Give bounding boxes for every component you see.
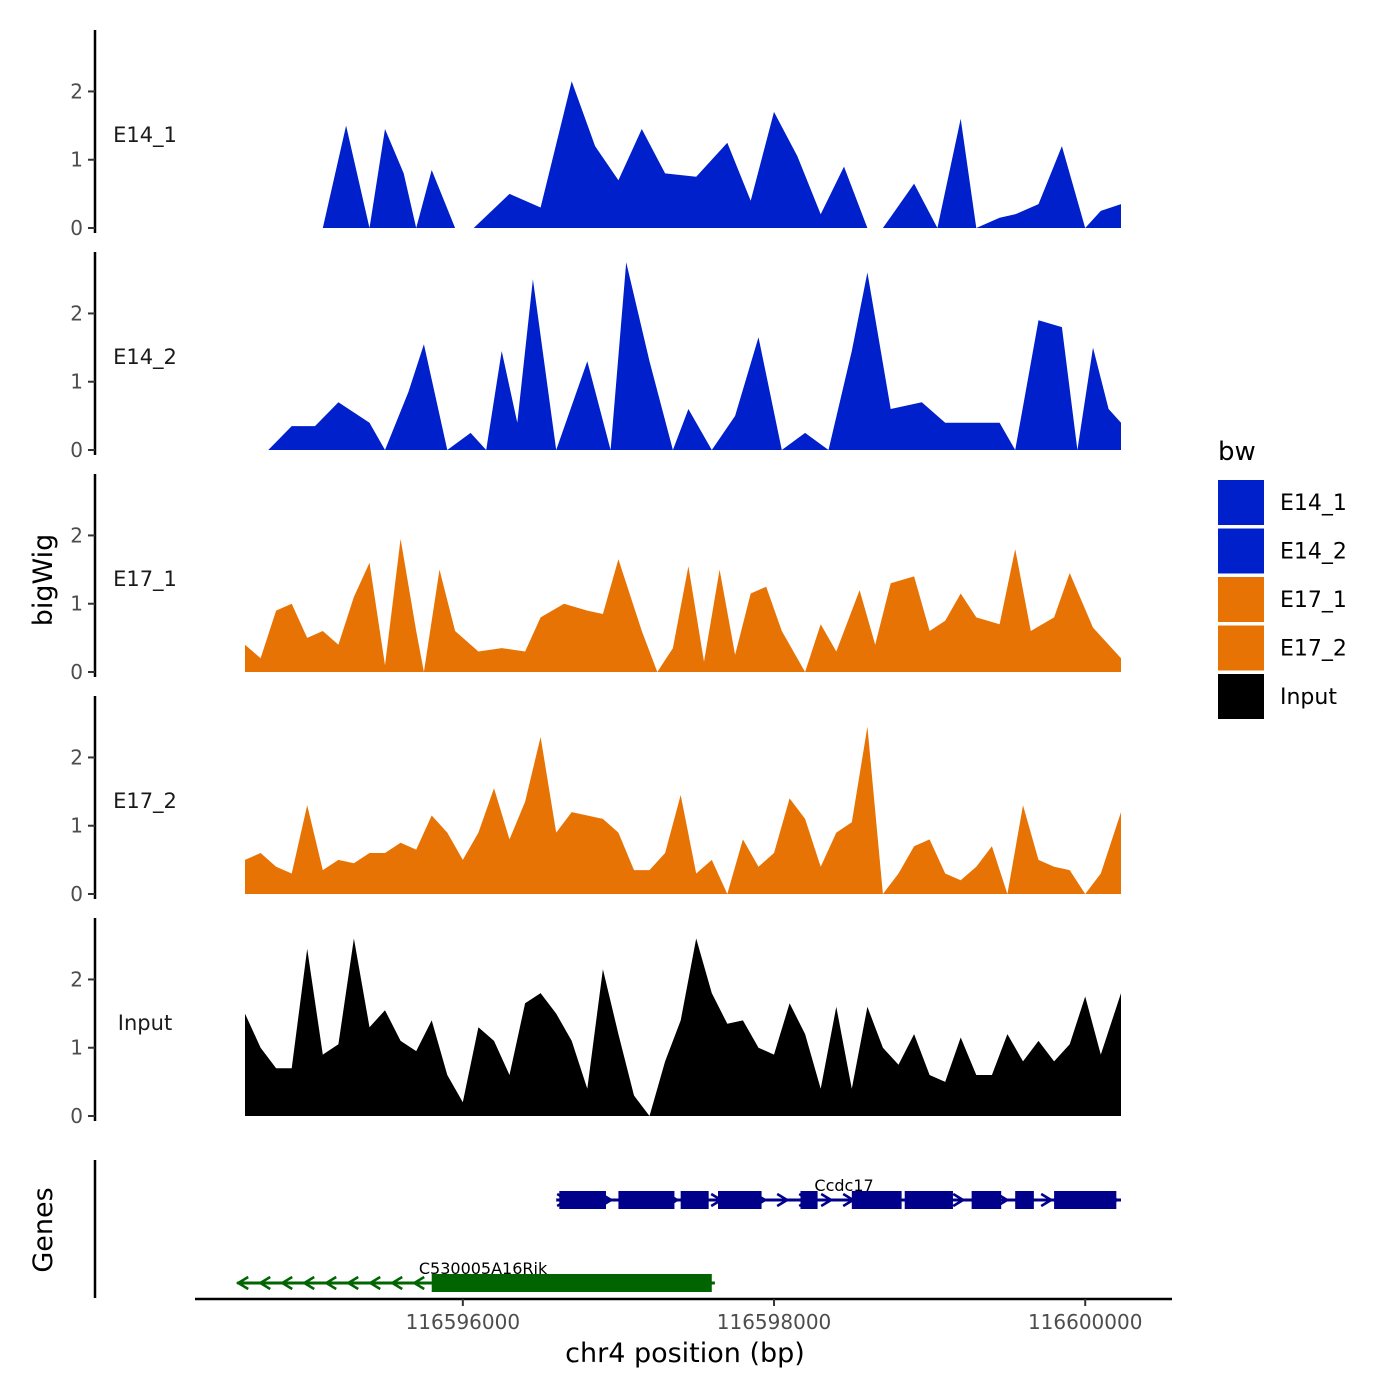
y-tick-label: 0	[70, 216, 83, 240]
gene-exon	[559, 1191, 606, 1209]
gene-exon	[1054, 1191, 1116, 1209]
y-tick-label: 1	[70, 1036, 83, 1060]
x-axis: 116596000 116598000 116600000 chr4 positio…	[195, 1299, 1172, 1369]
track-e17_1: 0 1 2 E17_1	[70, 474, 1121, 684]
track-label: E14_2	[113, 345, 177, 370]
y-tick-label: 0	[70, 660, 83, 684]
legend-title: bw	[1218, 437, 1256, 467]
x-tick-label: 116596000	[406, 1310, 521, 1334]
legend-item-e17_1: E17_1	[1218, 577, 1347, 622]
legend-swatch	[1218, 577, 1264, 622]
y-tick-label: 2	[70, 79, 83, 103]
signal-area-e17_1	[245, 539, 1121, 672]
track-e17_2: 0 1 2 E17_2	[70, 696, 1121, 906]
x-tick-label: 116600000	[1028, 1310, 1143, 1334]
y-tick-label: 0	[70, 882, 83, 906]
gene-exon	[618, 1191, 674, 1209]
y-tick-label: 0	[70, 1104, 83, 1128]
track-label: E17_1	[113, 567, 177, 592]
x-tick-label: 116598000	[717, 1310, 832, 1334]
y-axis-title-genes: Genes	[28, 1187, 59, 1272]
y-tick-label: 2	[70, 745, 83, 769]
track-e14_1: 0 1 2 E14_1	[70, 30, 1121, 240]
chart-canvas: 0 1 2 E14_1 0 1 2 E14_2 0 1 2 E17_1 0 1 2 E17_2 0 1 2 Input…	[0, 0, 1400, 1400]
track-label: Input	[118, 1011, 172, 1035]
y-tick-label: 0	[70, 438, 83, 462]
legend-item-e14_1: E14_1	[1218, 480, 1347, 525]
gene-exon	[1015, 1191, 1034, 1209]
legend-swatch	[1218, 626, 1264, 671]
legend-swatch	[1218, 480, 1264, 525]
track-input: 0 1 2 Input	[70, 918, 1121, 1128]
track-label: E14_1	[113, 123, 177, 148]
y-tick-label: 2	[70, 967, 83, 991]
y-tick-label: 2	[70, 301, 83, 325]
track-e14_2: 0 1 2 E14_2	[70, 252, 1121, 462]
gene-exon	[681, 1191, 709, 1209]
gene-c530005a16rik: C530005A16Rik	[237, 1259, 715, 1292]
gene-ccdc17: Ccdc17	[556, 1176, 1121, 1209]
x-ticks: 116596000 116598000 116600000	[406, 1299, 1143, 1334]
gene-label: C530005A16Rik	[419, 1259, 548, 1278]
genes-panel: Ccdc17 C530005A16Rik	[95, 1160, 1121, 1298]
y-tick-label: 2	[70, 523, 83, 547]
legend-label: Input	[1280, 685, 1337, 710]
y-tick-label: 1	[70, 814, 83, 838]
signal-area-e14_1	[245, 81, 1121, 228]
signal-area-e17_2	[245, 727, 1121, 894]
y-tick-label: 1	[70, 592, 83, 616]
track-label: E17_2	[113, 789, 177, 814]
y-tick-label: 1	[70, 370, 83, 394]
legend-items: E14_1 E14_2 E17_1 E17_2 Input	[1218, 480, 1347, 719]
gene-exon	[972, 1191, 1002, 1209]
legend-label: E17_2	[1280, 637, 1347, 662]
legend-label: E17_1	[1280, 588, 1347, 613]
legend-swatch	[1218, 529, 1264, 574]
x-axis-title: chr4 position (bp)	[565, 1338, 805, 1369]
legend: bw E14_1 E14_2 E17_1 E17_2 Input	[1218, 437, 1347, 719]
y-tick-label: 1	[70, 148, 83, 172]
legend-label: E14_2	[1280, 540, 1347, 565]
gene-label: Ccdc17	[814, 1176, 873, 1195]
signal-area-input	[245, 939, 1121, 1117]
legend-item-e14_2: E14_2	[1218, 529, 1347, 574]
legend-swatch	[1218, 674, 1264, 719]
legend-item-e17_2: E17_2	[1218, 626, 1347, 671]
signal-area-e14_2	[245, 262, 1121, 450]
gene-exon	[905, 1191, 953, 1209]
y-axis-title-bigwig: bigWig	[28, 534, 59, 627]
tracks-layer: 0 1 2 E14_1 0 1 2 E14_2 0 1 2 E17_1 0 1 2 E17_2 0 1 2 Input	[70, 30, 1121, 1128]
legend-label: E14_1	[1280, 491, 1347, 516]
gene-exon	[718, 1191, 762, 1209]
legend-item-input: Input	[1218, 674, 1337, 719]
